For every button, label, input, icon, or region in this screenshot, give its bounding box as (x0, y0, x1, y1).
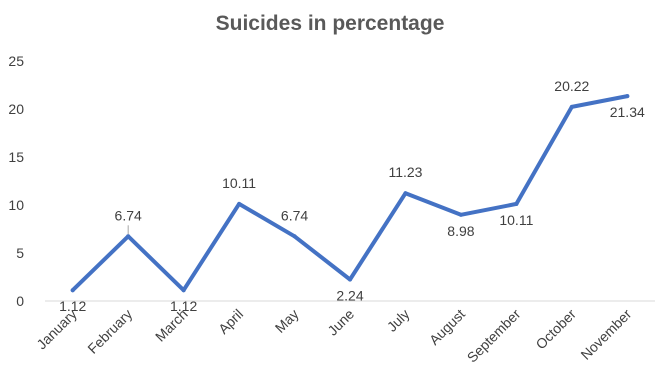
data-label: 2.24 (336, 287, 363, 303)
data-point (403, 191, 408, 196)
data-label: 10.11 (222, 175, 256, 191)
data-label: 1.12 (170, 298, 197, 314)
data-label: 11.23 (388, 164, 422, 180)
data-label: 1.12 (59, 298, 86, 314)
data-point (237, 201, 242, 206)
y-tick-label: 15 (8, 149, 24, 165)
x-tick-label: May (272, 306, 302, 336)
data-point (514, 201, 519, 206)
x-tick-label: November (577, 306, 634, 363)
data-point (292, 234, 297, 239)
data-point (348, 277, 352, 282)
y-axis: 0 5 10 15 20 25 (8, 53, 24, 309)
y-tick-label: 25 (8, 53, 24, 69)
x-tick-label: August (426, 306, 468, 348)
data-point (458, 212, 463, 217)
x-axis: January February March April May June July Augu… (33, 306, 634, 366)
data-label: 21.34 (610, 104, 645, 120)
data-label: 6.74 (115, 207, 142, 223)
data-label: 6.74 (281, 207, 308, 223)
x-tick-label: September (464, 306, 524, 366)
x-tick-label: July (384, 306, 413, 335)
data-label: 8.98 (447, 223, 474, 239)
x-tick-label: June (324, 306, 357, 339)
data-point (569, 104, 574, 109)
data-point (126, 234, 131, 239)
series-line (70, 94, 630, 293)
y-tick-label: 10 (8, 197, 24, 213)
x-tick-label: October (532, 306, 579, 353)
data-label-leaders (70, 94, 630, 293)
data-point (181, 288, 186, 293)
data-label: 10.11 (499, 212, 533, 228)
data-labels: 1.12 6.74 1.12 10.11 6.74 2.24 11.23 8.98 10.11 2… (59, 78, 645, 314)
y-tick-label: 20 (8, 101, 24, 117)
x-tick-label: February (84, 306, 135, 357)
data-point (625, 94, 630, 99)
data-label: 20.22 (554, 78, 589, 94)
y-tick-label: 5 (16, 245, 24, 261)
x-tick-label: April (215, 306, 246, 337)
data-point (70, 288, 75, 293)
y-tick-label: 0 (16, 293, 24, 309)
chart-title: Suicides in percentage (216, 12, 445, 35)
